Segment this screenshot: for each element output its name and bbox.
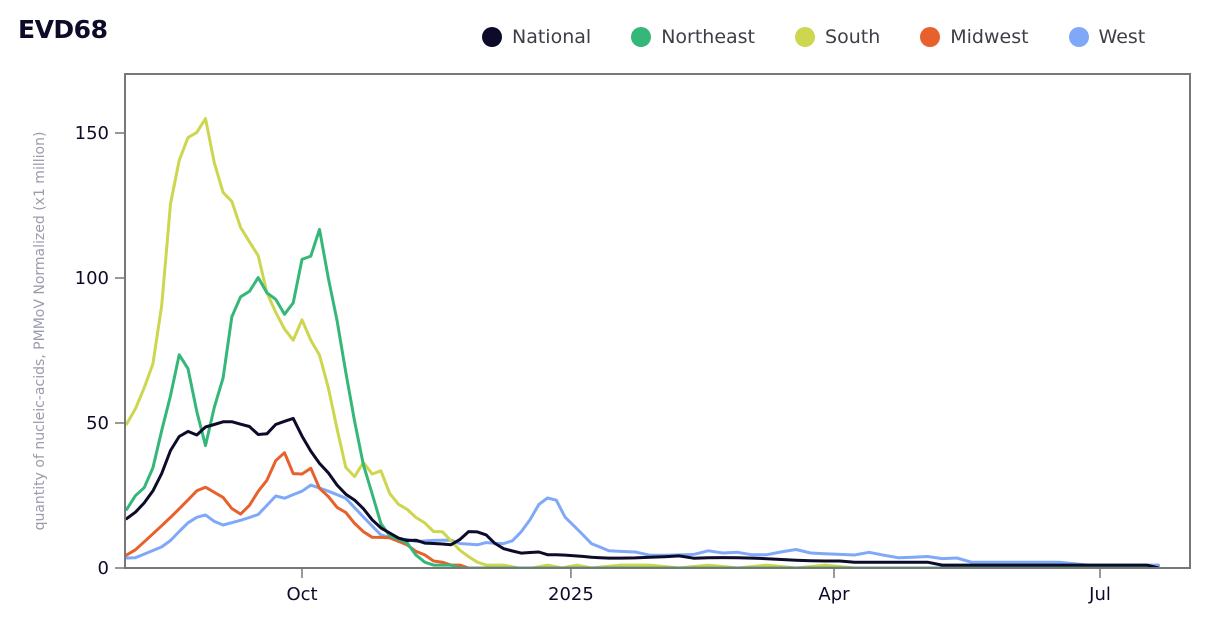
legend-label: West xyxy=(1098,26,1146,48)
legend-label: Midwest xyxy=(950,26,1029,48)
legend-swatch-icon xyxy=(795,27,816,47)
legend: National Northeast South Midwest West xyxy=(482,26,1145,48)
series-line-national xyxy=(126,416,1160,567)
legend-item-west[interactable]: West xyxy=(1068,26,1146,48)
series-line-midwest xyxy=(126,451,1160,567)
y-tick-label: 100 xyxy=(75,268,109,289)
series-line-south xyxy=(126,117,1160,567)
x-tick-label: Oct xyxy=(286,584,317,605)
y-tick-label: 0 xyxy=(98,558,109,579)
chart-title: EVD68 xyxy=(18,15,108,44)
legend-label: Northeast xyxy=(661,26,756,48)
legend-item-midwest[interactable]: Midwest xyxy=(920,26,1029,48)
series-line-west xyxy=(126,483,1160,567)
legend-item-northeast[interactable]: Northeast xyxy=(631,26,755,48)
legend-item-national[interactable]: National xyxy=(482,26,591,48)
x-tick-label: 2025 xyxy=(548,584,594,605)
series-line-northeast xyxy=(126,227,1160,567)
y-tick-label: 50 xyxy=(86,413,109,434)
legend-swatch-icon xyxy=(631,27,652,47)
legend-label: South xyxy=(825,26,881,48)
legend-swatch-icon xyxy=(920,27,941,47)
y-axis-label: quantity of nucleic-acids, PMMoV Normali… xyxy=(32,132,48,531)
y-tick-label: 150 xyxy=(75,123,109,144)
x-tick-label: Jul xyxy=(1088,584,1111,605)
legend-swatch-icon xyxy=(1068,27,1089,47)
legend-label: National xyxy=(512,26,592,48)
x-tick-label: Apr xyxy=(818,584,850,605)
series-group xyxy=(126,117,1160,567)
legend-item-south[interactable]: South xyxy=(795,26,880,48)
plot-frame xyxy=(124,73,1191,569)
legend-swatch-icon xyxy=(482,27,502,47)
